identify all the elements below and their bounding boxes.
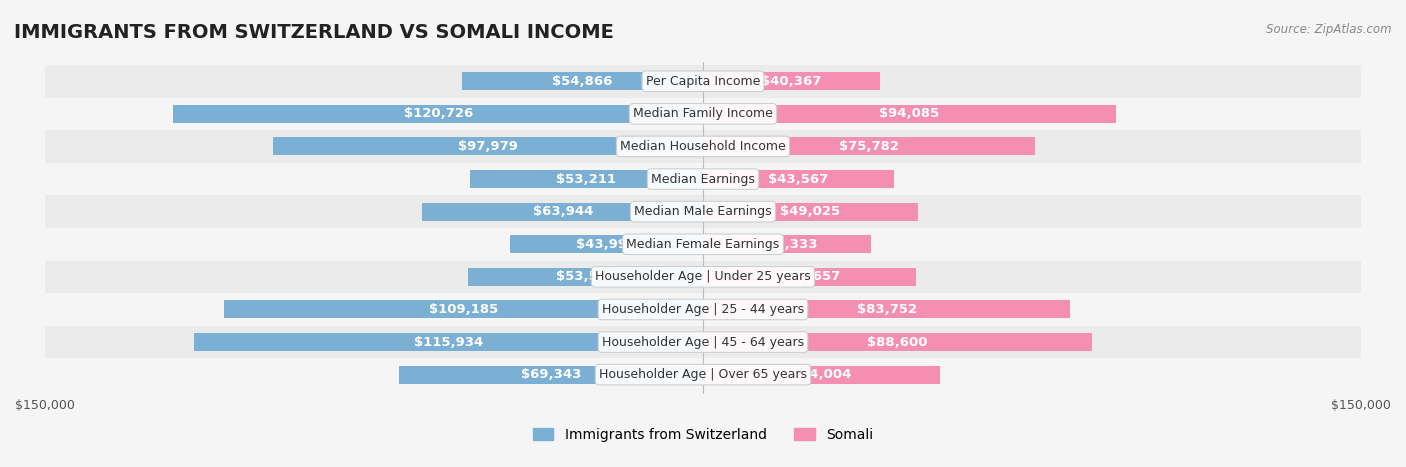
Text: $43,567: $43,567 (769, 173, 828, 185)
Text: Householder Age | 25 - 44 years: Householder Age | 25 - 44 years (602, 303, 804, 316)
Bar (510, 235, 703, 253)
Bar (470, 170, 703, 188)
Bar (703, 137, 1035, 156)
Text: $54,866: $54,866 (553, 75, 613, 88)
Bar (422, 203, 703, 220)
Bar (273, 137, 703, 156)
Text: $97,979: $97,979 (458, 140, 517, 153)
Text: $49,025: $49,025 (780, 205, 841, 218)
Text: Median Male Earnings: Median Male Earnings (634, 205, 772, 218)
Bar (45, 195, 1361, 228)
Text: $53,528: $53,528 (555, 270, 616, 283)
Text: Source: ZipAtlas.com: Source: ZipAtlas.com (1267, 23, 1392, 36)
Bar (703, 333, 1091, 351)
Text: Householder Age | Under 25 years: Householder Age | Under 25 years (595, 270, 811, 283)
Bar (173, 105, 703, 123)
Text: Median Female Earnings: Median Female Earnings (627, 238, 779, 251)
Text: $43,996: $43,996 (576, 238, 637, 251)
Text: $40,367: $40,367 (762, 75, 821, 88)
Text: $120,726: $120,726 (404, 107, 472, 120)
Text: $109,185: $109,185 (429, 303, 498, 316)
Bar (45, 293, 1361, 326)
Text: $38,333: $38,333 (756, 238, 817, 251)
Text: $63,944: $63,944 (533, 205, 593, 218)
Bar (703, 105, 1116, 123)
Bar (45, 98, 1361, 130)
Text: Median Family Income: Median Family Income (633, 107, 773, 120)
Text: Per Capita Income: Per Capita Income (645, 75, 761, 88)
Text: $75,782: $75,782 (839, 140, 900, 153)
Text: $48,657: $48,657 (779, 270, 839, 283)
Text: $54,004: $54,004 (792, 368, 852, 381)
Bar (45, 228, 1361, 261)
Text: Median Household Income: Median Household Income (620, 140, 786, 153)
Bar (703, 203, 918, 220)
Bar (703, 170, 894, 188)
Bar (463, 72, 703, 90)
Bar (703, 366, 941, 383)
Text: $88,600: $88,600 (868, 336, 928, 348)
Bar (468, 268, 703, 286)
Legend: Immigrants from Switzerland, Somali: Immigrants from Switzerland, Somali (527, 422, 879, 447)
Bar (45, 358, 1361, 391)
Text: Householder Age | 45 - 64 years: Householder Age | 45 - 64 years (602, 336, 804, 348)
Bar (45, 65, 1361, 98)
Text: $94,085: $94,085 (879, 107, 939, 120)
Text: $53,211: $53,211 (557, 173, 616, 185)
Bar (399, 366, 703, 383)
Bar (224, 300, 703, 318)
Bar (703, 72, 880, 90)
Text: IMMIGRANTS FROM SWITZERLAND VS SOMALI INCOME: IMMIGRANTS FROM SWITZERLAND VS SOMALI IN… (14, 23, 614, 42)
Text: $69,343: $69,343 (520, 368, 581, 381)
Bar (703, 268, 917, 286)
Bar (45, 163, 1361, 195)
Bar (703, 235, 872, 253)
Text: Householder Age | Over 65 years: Householder Age | Over 65 years (599, 368, 807, 381)
Bar (194, 333, 703, 351)
Text: $83,752: $83,752 (856, 303, 917, 316)
Text: Median Earnings: Median Earnings (651, 173, 755, 185)
Bar (45, 326, 1361, 358)
Bar (45, 130, 1361, 163)
Bar (45, 261, 1361, 293)
Text: $115,934: $115,934 (415, 336, 484, 348)
Bar (703, 300, 1070, 318)
